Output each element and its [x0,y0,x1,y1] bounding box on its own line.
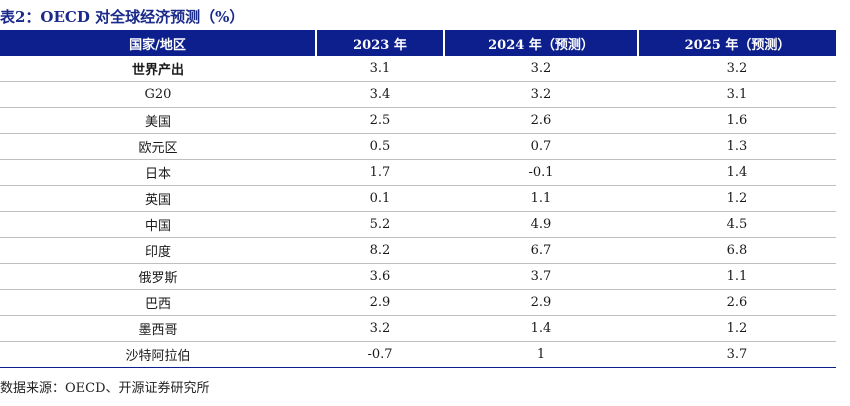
country-cell: 欧元区 [0,133,316,160]
value-2023-cell: 3.4 [316,81,444,108]
value-2024-cell: 3.7 [444,263,638,290]
country-cell: 日本 [0,159,316,186]
value-2025-cell: 1.1 [638,263,836,290]
table-row: 俄罗斯 3.6 3.7 1.1 [0,263,836,290]
table-row: 印度 8.2 6.7 6.8 [0,237,836,264]
value-2025-cell: 2.6 [638,289,836,316]
forecast-table-container: 国家/地区 2023 年 2024 年（预测） 2025 年（预测） 世界产出 3… [0,30,836,368]
value-2025-cell: 3.1 [638,81,836,108]
value-2023-cell: 8.2 [316,237,444,264]
value-2023-cell: 1.7 [316,159,444,186]
value-2024-cell: 3.2 [444,56,638,82]
value-2023-cell: 3.1 [316,56,444,82]
value-2025-cell: 1.4 [638,159,836,186]
value-2023-cell: 3.2 [316,315,444,342]
table-row: 日本 1.7 -0.1 1.4 [0,159,836,186]
table-header-row: 国家/地区 2023 年 2024 年（预测） 2025 年（预测） [0,30,836,56]
table-row: 沙特阿拉伯 -0.7 1 3.7 [0,341,836,368]
value-2025-cell: 1.2 [638,185,836,212]
table-row: 欧元区 0.5 0.7 1.3 [0,133,836,160]
country-cell: 俄罗斯 [0,263,316,290]
value-2023-cell: 0.5 [316,133,444,160]
value-2025-cell: 1.2 [638,315,836,342]
value-2023-cell: 0.1 [316,185,444,212]
value-2023-cell: -0.7 [316,341,444,368]
value-2025-cell: 3.7 [638,341,836,368]
value-2024-cell: 0.7 [444,133,638,160]
value-2023-cell: 2.5 [316,107,444,134]
header-2023: 2023 年 [315,30,444,56]
country-cell: G20 [0,81,316,108]
value-2025-cell: 4.5 [638,211,836,238]
value-2025-cell: 1.6 [638,107,836,134]
value-2024-cell: 1.1 [444,185,638,212]
value-2024-cell: 2.9 [444,289,638,316]
value-2024-cell: 6.7 [444,237,638,264]
forecast-table: 国家/地区 2023 年 2024 年（预测） 2025 年（预测） 世界产出 3… [0,30,836,368]
value-2024-cell: -0.1 [444,159,638,186]
value-2023-cell: 3.6 [316,263,444,290]
value-2025-cell: 3.2 [638,56,836,82]
header-country: 国家/地区 [0,30,316,56]
table-row: 美国 2.5 2.6 1.6 [0,107,836,134]
value-2025-cell: 6.8 [638,237,836,264]
value-2024-cell: 1.4 [444,315,638,342]
table-row: 墨西哥 3.2 1.4 1.2 [0,315,836,342]
table-row: 英国 0.1 1.1 1.2 [0,185,836,212]
country-cell: 英国 [0,185,316,212]
country-cell: 沙特阿拉伯 [0,341,316,368]
value-2024-cell: 4.9 [444,211,638,238]
source-note: 数据来源：OECD、开源证券研究所 [0,381,210,396]
country-cell: 中国 [0,211,316,238]
country-cell: 世界产出 [0,56,316,82]
table-body: 世界产出 3.1 3.2 3.2 G20 3.4 3.2 3.1 美国 2.5 2.6 1.6 欧元区 0… [0,56,836,368]
table-row: 巴西 2.9 2.9 2.6 [0,289,836,316]
value-2024-cell: 3.2 [444,81,638,108]
header-2025-forecast: 2025 年（预测） [637,30,836,56]
value-2025-cell: 1.3 [638,133,836,160]
country-cell: 印度 [0,237,316,264]
value-2023-cell: 5.2 [316,211,444,238]
country-cell: 墨西哥 [0,315,316,342]
table-row: G20 3.4 3.2 3.1 [0,81,836,108]
table-title: 表2：OECD 对全球经济预测（%） [0,8,245,26]
table-row: 中国 5.2 4.9 4.5 [0,211,836,238]
value-2024-cell: 2.6 [444,107,638,134]
value-2024-cell: 1 [444,341,638,368]
country-cell: 巴西 [0,289,316,316]
country-cell: 美国 [0,107,316,134]
value-2023-cell: 2.9 [316,289,444,316]
table-row: 世界产出 3.1 3.2 3.2 [0,56,836,82]
header-2024-forecast: 2024 年（预测） [443,30,638,56]
